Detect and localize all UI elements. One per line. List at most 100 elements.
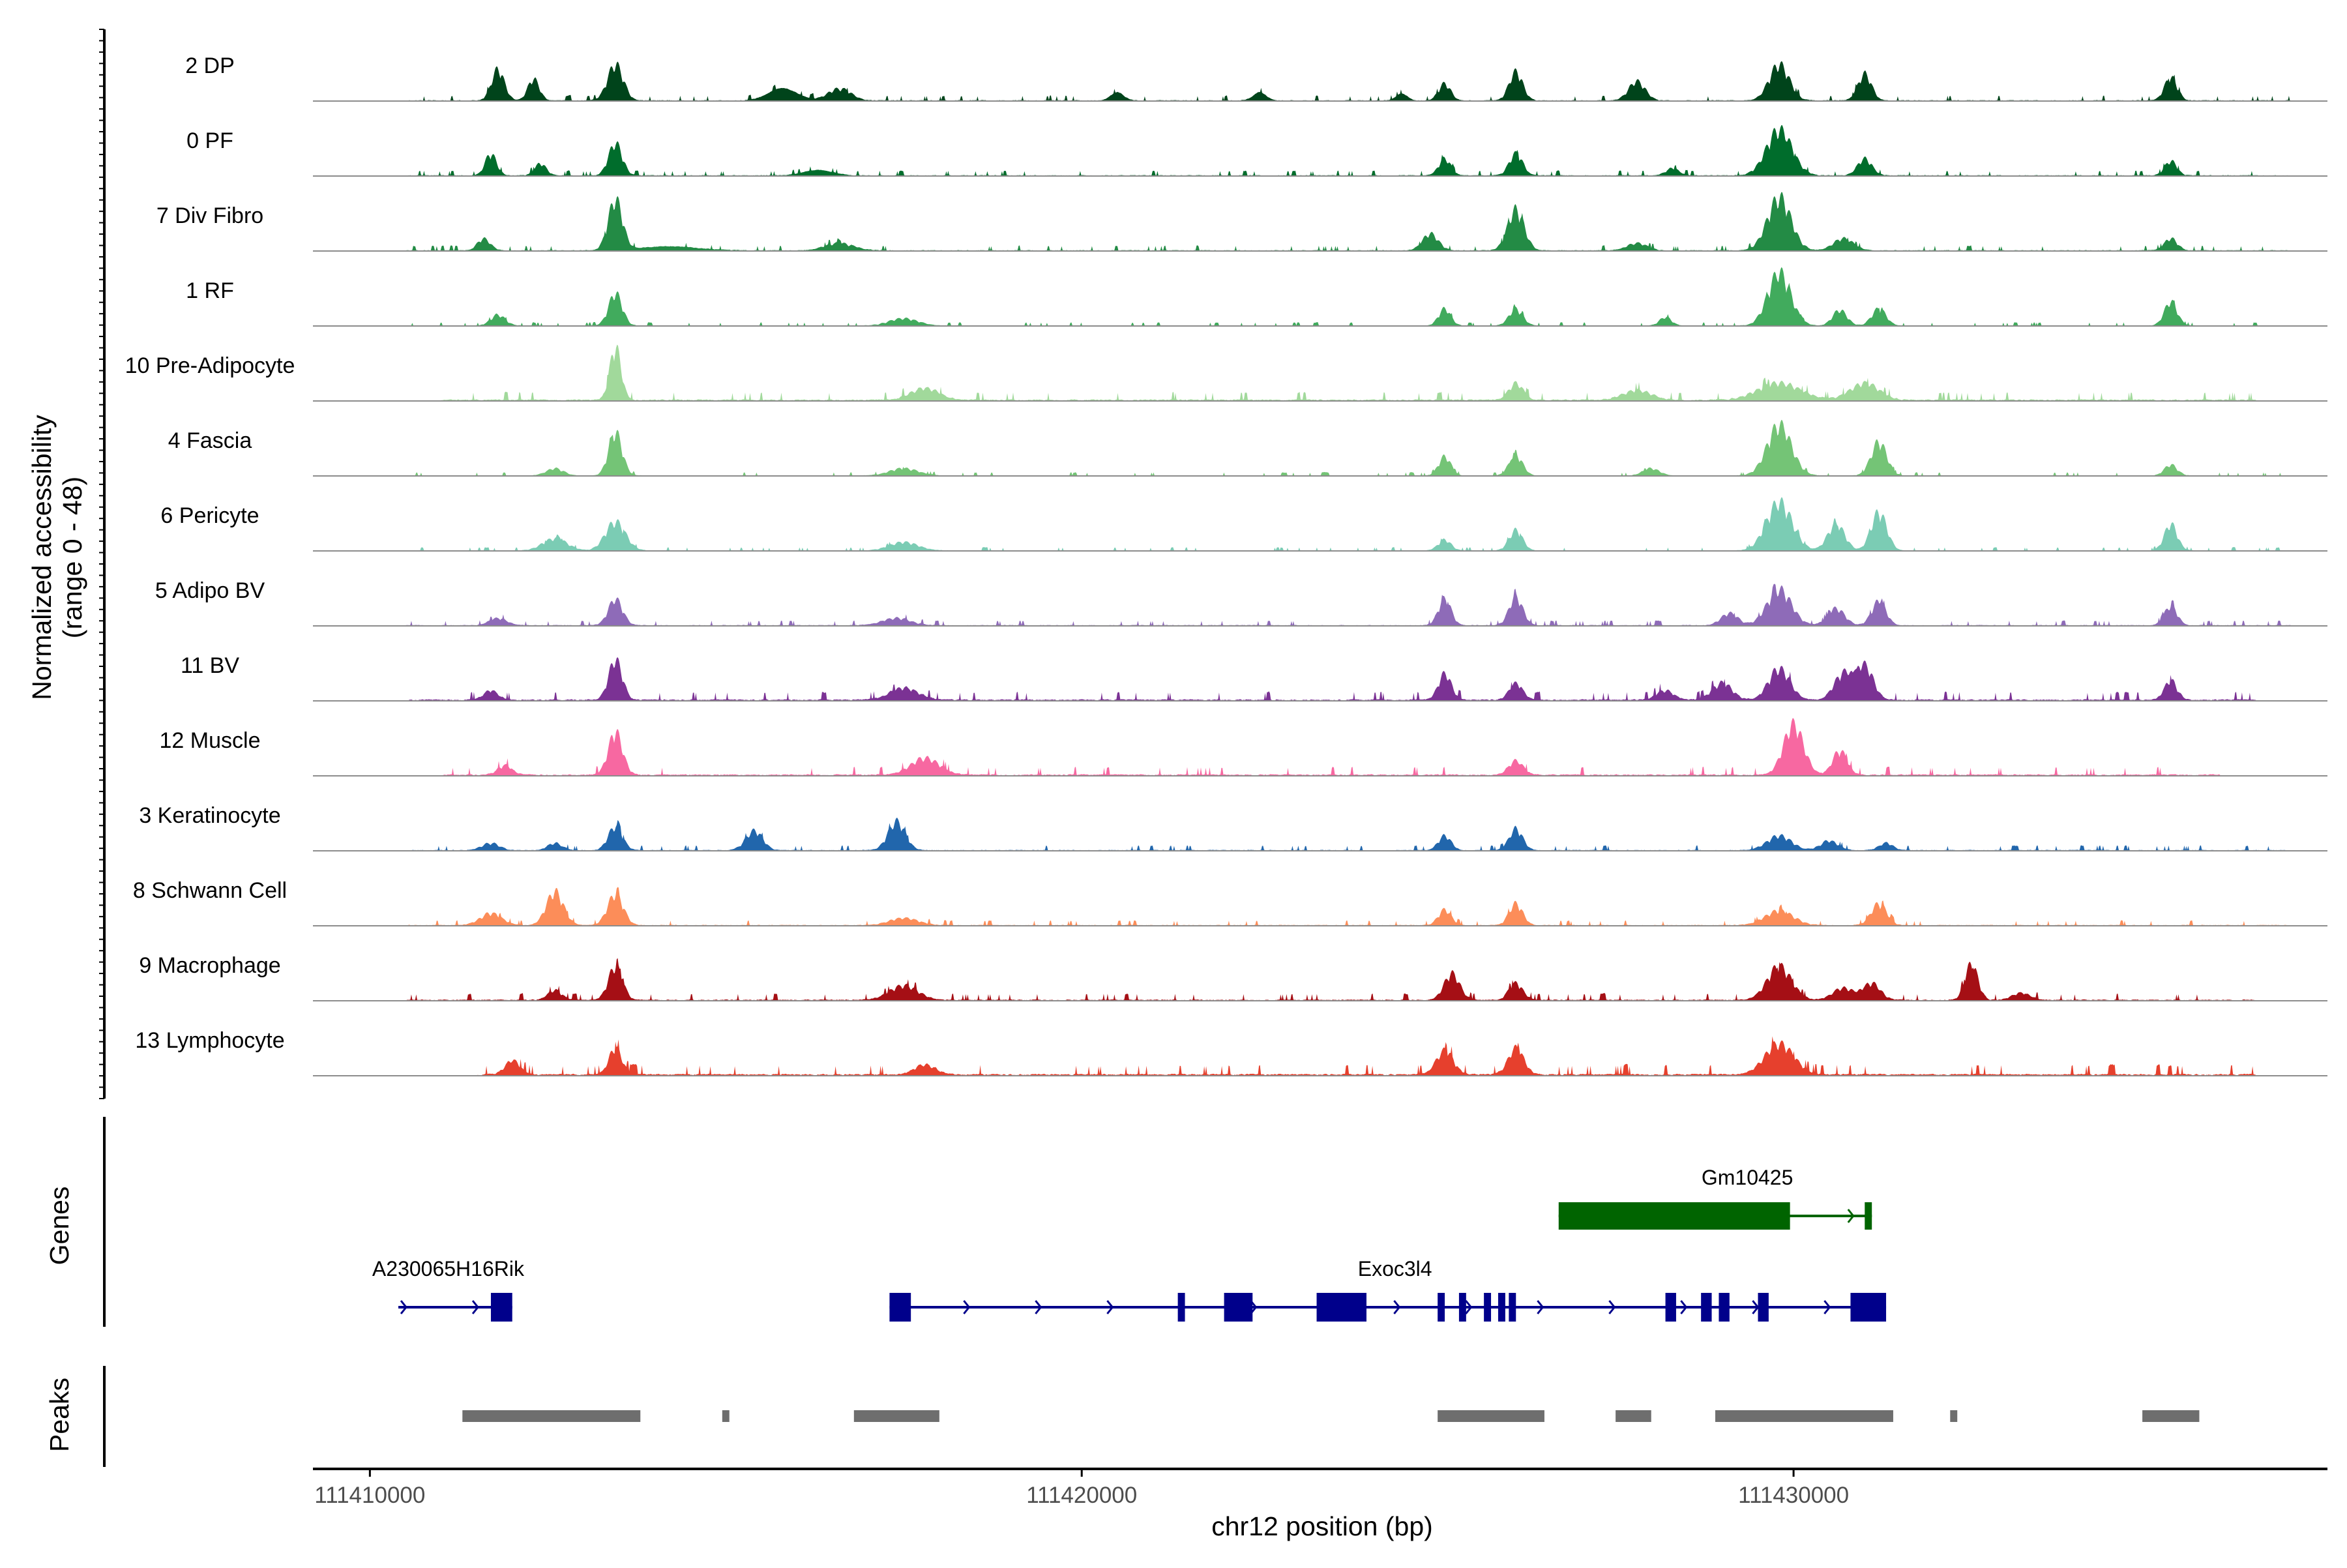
gene-track: A230065H16Rik Exoc3l4 Gm10425 — [372, 1166, 1887, 1322]
coverage-track-4: 10 Pre-Adipocyte — [125, 344, 2327, 402]
peaks-track — [462, 1410, 2200, 1422]
coverage-track-9: 12 Muscle — [160, 718, 2327, 777]
track-label-10: 3 Keratinocyte — [139, 803, 280, 828]
track-label-11: 8 Schwann Cell — [133, 878, 287, 903]
exon — [1458, 1293, 1466, 1322]
exon — [1498, 1293, 1505, 1322]
exon — [490, 1293, 512, 1322]
coverage-area-6 — [405, 497, 2292, 551]
coverage-track-3: 1 RF — [186, 267, 2327, 327]
exon — [889, 1293, 911, 1322]
strand-arrow — [1106, 1300, 1114, 1314]
coverage-area-2 — [405, 192, 2292, 251]
peaks-group-label: Peaks — [44, 1378, 74, 1452]
coverage-track-7: 5 Adipo BV — [155, 578, 2327, 627]
coverage-area-10 — [405, 818, 2292, 851]
coverage-area-0 — [405, 61, 2292, 101]
peak-region-3 — [1438, 1410, 1544, 1422]
strand-arrow — [1465, 1300, 1473, 1314]
x-tick-label-2: 111430000 — [1738, 1483, 1849, 1508]
exon — [1758, 1293, 1769, 1322]
coverage-track-12: 9 Macrophage — [139, 953, 2327, 1001]
coverage-track-13: 13 Lymphocyte — [135, 1028, 2327, 1076]
coverage-track-2: 7 Div Fibro — [156, 192, 2327, 252]
coverage-area-9 — [441, 718, 2221, 776]
exon — [1438, 1293, 1445, 1322]
coverage-area-12 — [405, 958, 2256, 1001]
coverage-area-11 — [405, 887, 2292, 926]
track-label-5: 4 Fascia — [168, 428, 252, 453]
exon — [1558, 1202, 1790, 1230]
strand-arrow — [1608, 1300, 1616, 1314]
strand-arrow — [1680, 1300, 1688, 1314]
peak-region-1 — [722, 1410, 730, 1422]
exon — [1665, 1293, 1676, 1322]
strand-arrow — [471, 1300, 479, 1314]
genes-group-label: Genes — [44, 1187, 74, 1265]
exon — [1850, 1293, 1887, 1322]
x-axis-label: chr12 position (bp) — [1211, 1511, 1433, 1541]
exon — [1719, 1293, 1730, 1322]
exon — [1316, 1293, 1366, 1322]
track-label-7: 5 Adipo BV — [155, 578, 265, 603]
coverage-track-5: 4 Fascia — [168, 420, 2327, 477]
exon — [1484, 1293, 1492, 1322]
strand-arrow — [1537, 1300, 1544, 1314]
track-label-3: 1 RF — [186, 278, 234, 303]
exon — [1865, 1202, 1872, 1230]
coverage-area-1 — [405, 125, 2292, 176]
strand-arrow — [1847, 1209, 1855, 1223]
track-label-12: 9 Macrophage — [139, 953, 280, 978]
coverage-area-7 — [405, 584, 2292, 626]
coverage-track-11: 8 Schwann Cell — [133, 878, 2327, 926]
track-label-1: 0 PF — [186, 128, 233, 153]
gene-label: A230065H16Rik — [372, 1257, 525, 1280]
coverage-area-8 — [405, 657, 2256, 701]
peak-region-6 — [1950, 1410, 1958, 1422]
strand-arrow — [1035, 1300, 1042, 1314]
coverage-area-5 — [405, 420, 2292, 476]
peak-region-5 — [1715, 1410, 1893, 1422]
gene-A230065H16Rik: A230065H16Rik — [372, 1257, 525, 1322]
coverage-tracks: 2 DP 0 PF 7 Div Fibro 1 RF 10 Pre-Adipocyte 4… — [125, 53, 2327, 1076]
y-axis-label-line1: Normalized accessibility — [27, 415, 57, 700]
coverage-track-6: 6 Pericyte — [160, 497, 2327, 552]
exon — [1177, 1293, 1185, 1322]
track-label-2: 7 Div Fibro — [156, 203, 263, 228]
exon — [1701, 1293, 1712, 1322]
gene-label: Gm10425 — [1702, 1166, 1793, 1189]
coverage-area-3 — [405, 267, 2292, 326]
track-label-9: 12 Muscle — [160, 728, 261, 753]
coverage-track-8: 11 BV — [181, 653, 2327, 702]
peak-region-0 — [462, 1410, 641, 1422]
peak-region-7 — [2142, 1410, 2200, 1422]
strand-arrow — [963, 1300, 971, 1314]
coverage-track-0: 2 DP — [185, 53, 2327, 102]
coverage-track-10: 3 Keratinocyte — [139, 803, 2327, 851]
track-label-0: 2 DP — [185, 53, 235, 78]
exon — [1224, 1293, 1253, 1322]
coverage-area-13 — [477, 1036, 2256, 1076]
strand-arrow — [1823, 1300, 1831, 1314]
y-axis-label-line2: (range 0 - 48) — [57, 477, 87, 638]
gene-label: Exoc3l4 — [1358, 1257, 1432, 1280]
track-label-8: 11 BV — [181, 653, 239, 678]
exon — [1509, 1293, 1516, 1322]
track-label-4: 10 Pre-Adipocyte — [125, 353, 295, 378]
axes: 111410000 111420000 111430000 — [99, 29, 2327, 1508]
track-label-6: 6 Pericyte — [160, 503, 259, 528]
strand-arrow — [1393, 1300, 1401, 1314]
coverage-area-4 — [441, 344, 2256, 401]
peak-region-4 — [1616, 1410, 1651, 1422]
coverage-track-1: 0 PF — [186, 125, 2327, 177]
peak-region-2 — [853, 1410, 939, 1422]
gene-Gm10425: Gm10425 — [1558, 1166, 1872, 1230]
strand-arrow — [1752, 1300, 1760, 1314]
track-label-13: 13 Lymphocyte — [135, 1028, 284, 1053]
strand-arrow — [400, 1300, 407, 1314]
x-tick-label-0: 111410000 — [314, 1483, 425, 1508]
x-tick-label-1: 111420000 — [1026, 1483, 1137, 1508]
gene-Exoc3l4: Exoc3l4 — [889, 1257, 1887, 1322]
